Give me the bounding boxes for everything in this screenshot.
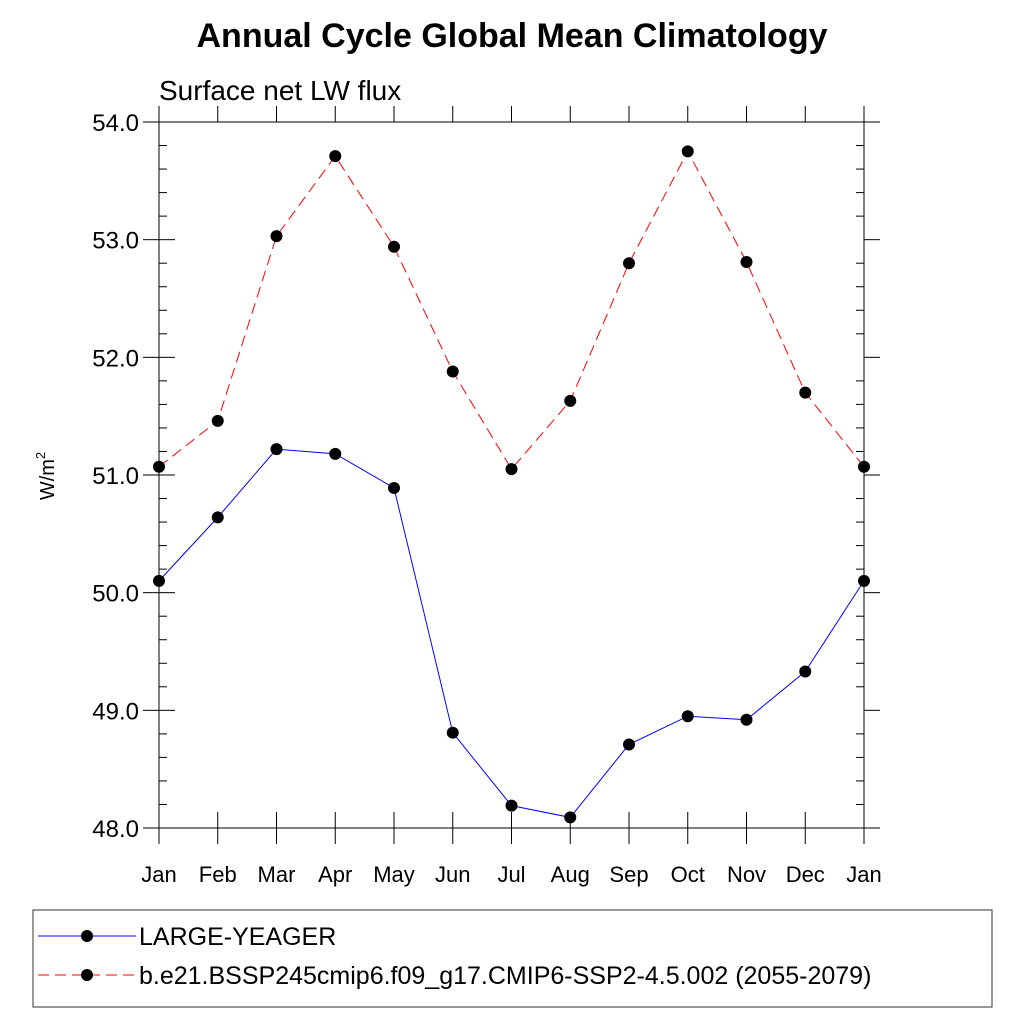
chart-subtitle: Surface net LW flux	[159, 75, 401, 106]
y-tick-label: 51.0	[92, 463, 139, 490]
series-1-point	[270, 443, 283, 456]
legend-marker-2	[81, 969, 93, 981]
chart-title: Annual Cycle Global Mean Climatology	[197, 17, 828, 55]
series-1-point	[740, 713, 753, 726]
legend-marker-1	[81, 930, 93, 942]
series-1-point	[681, 710, 694, 723]
x-tick-label: May	[373, 862, 415, 887]
y-tick-label: 49.0	[92, 698, 139, 725]
series-2-point	[329, 150, 342, 163]
y-axis-label-superscript: 2	[33, 452, 48, 459]
x-tick-label: Oct	[671, 862, 705, 887]
series-1-point	[446, 726, 459, 739]
series-2-point	[740, 256, 753, 269]
x-tick-label: Aug	[551, 862, 590, 887]
series-2-point	[211, 414, 224, 427]
series-2-point	[388, 240, 400, 253]
series-1-point	[388, 481, 400, 494]
series-2-point	[681, 145, 694, 158]
y-tick-label: 50.0	[92, 581, 139, 608]
series-1-point	[858, 574, 870, 587]
series-2-point	[270, 230, 283, 243]
x-tick-label: Nov	[727, 862, 766, 887]
x-tick-label: Mar	[258, 862, 296, 887]
y-axis-label: W/m2	[33, 452, 59, 500]
series-line-1	[158, 448, 865, 818]
legend-label-2: b.e21.BSSP245cmip6.f09_g17.CMIP6-SSP2-4.…	[139, 962, 871, 990]
x-tick-label: Jan	[141, 862, 176, 887]
series-2-point	[446, 365, 459, 378]
series-1-point	[505, 799, 518, 812]
series-2-point	[799, 386, 812, 399]
x-tick-label: Sep	[609, 862, 648, 887]
y-tick-label: 54.0	[92, 110, 139, 137]
svg-text:W/m2: W/m2	[33, 452, 59, 500]
x-tick-label: Apr	[318, 862, 352, 887]
series-2-point	[858, 460, 870, 473]
x-tick-label: Feb	[199, 862, 237, 887]
legend-box	[32, 909, 993, 1008]
series-1-point	[623, 738, 635, 751]
series-2-point	[505, 463, 518, 476]
series-2-point	[153, 460, 165, 473]
x-tick-label: Jun	[435, 862, 470, 887]
x-tick-label: Jan	[846, 862, 881, 887]
y-axis-label-text: W/m	[37, 459, 59, 500]
series-2-point	[564, 394, 577, 407]
series-line-2	[158, 150, 865, 470]
series-1-point	[211, 511, 224, 524]
y-tick-label: 48.0	[92, 816, 139, 843]
y-tick-label: 52.0	[92, 345, 139, 372]
series-1-point	[564, 811, 577, 824]
series-1-point	[153, 574, 165, 587]
y-tick-label: 53.0	[92, 228, 139, 255]
x-tick-label: Dec	[786, 862, 825, 887]
plot-area: 48.0 49.0 50.0 51.0 52.0 53.0 54.0 Jan Feb Mar Apr…	[92, 106, 882, 887]
legend-label-1: LARGE-YEAGER	[139, 923, 336, 951]
legend: LARGE-YEAGER b.e21.BSSP245cmip6.f09_g17.C…	[38, 923, 871, 990]
series-2-point	[623, 257, 635, 270]
series-1-point	[329, 447, 342, 460]
x-tick-label: Jul	[497, 862, 525, 887]
series-1-point	[799, 665, 812, 678]
